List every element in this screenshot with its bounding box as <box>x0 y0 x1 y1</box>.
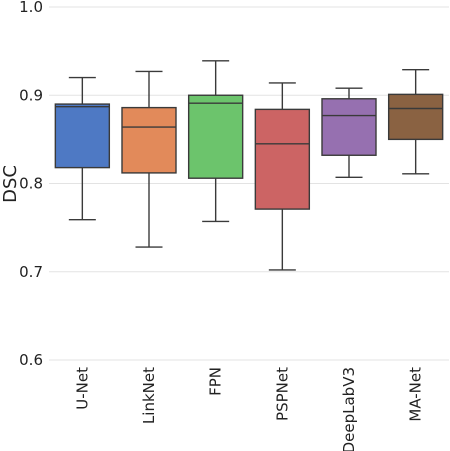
box-pspnet <box>254 82 311 271</box>
box-ma-net <box>387 68 444 175</box>
x-tick-label: PSPNet <box>273 367 291 421</box>
grid-lines <box>49 6 449 361</box>
x-tick-label: FPN <box>207 367 225 396</box>
iqr-box <box>187 94 244 179</box>
y-axis-label: DSC <box>0 165 21 203</box>
iqr-box <box>387 93 444 141</box>
box-linknet <box>121 70 177 248</box>
x-tick-labels: U-Net LinkNet FPN PSPNet DeepLabV3 MA-Net <box>73 367 424 451</box>
x-tick-label: DeepLabV3 <box>340 367 358 451</box>
iqr-box <box>321 98 377 156</box>
box-u-net <box>54 76 111 221</box>
y-tick-label: 0.7 <box>19 263 43 281</box>
iqr-box <box>54 103 111 169</box>
y-tick-labels: 0.6 0.7 0.8 0.9 1.0 <box>19 0 43 369</box>
iqr-box <box>121 106 177 174</box>
box-fpn <box>187 60 244 223</box>
y-tick-label: 0.9 <box>19 86 43 104</box>
y-tick-label: 0.8 <box>19 175 43 193</box>
y-tick-label: 1.0 <box>19 0 43 16</box>
box-deeplabv3 <box>321 87 377 179</box>
boxes <box>54 60 444 271</box>
x-tick-label: U-Net <box>73 367 91 410</box>
iqr-box <box>254 108 311 210</box>
x-tick-label: LinkNet <box>140 367 158 424</box>
x-tick-label: MA-Net <box>407 367 425 422</box>
y-tick-label: 0.6 <box>19 351 43 369</box>
